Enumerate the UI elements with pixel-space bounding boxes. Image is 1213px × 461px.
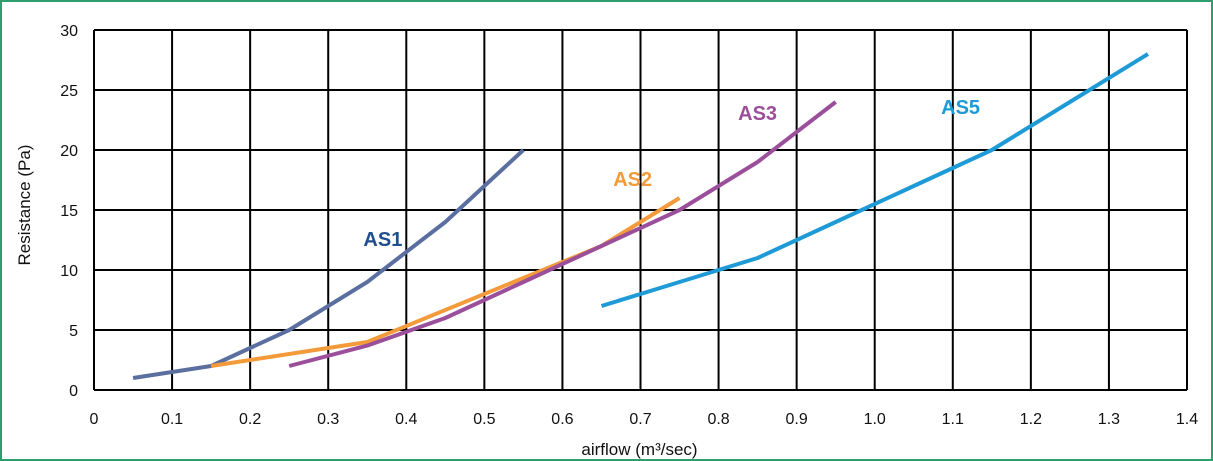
x-tick-label: 0.5 bbox=[473, 411, 495, 428]
x-tick-label: 0.4 bbox=[395, 411, 417, 428]
series-line-as3 bbox=[288, 100, 837, 368]
x-tick-label: 0.6 bbox=[551, 411, 573, 428]
series-line-as1 bbox=[132, 148, 525, 380]
x-tick-label: 1.0 bbox=[864, 411, 886, 428]
x-axis-title: airflow (m³/sec) bbox=[581, 440, 697, 459]
y-tick-label: 30 bbox=[60, 23, 78, 40]
x-tick-label: 0.2 bbox=[239, 411, 261, 428]
grid bbox=[93, 29, 1188, 391]
x-tick-label: 0.1 bbox=[161, 411, 183, 428]
x-tick-label: 1.3 bbox=[1098, 411, 1120, 428]
y-tick-label: 5 bbox=[69, 323, 78, 340]
x-tick-label: 1.4 bbox=[1176, 411, 1198, 428]
y-tick-label: 0 bbox=[69, 383, 78, 400]
series-lines bbox=[132, 52, 1150, 380]
x-tick-label: 0 bbox=[90, 411, 99, 428]
series-line-as5 bbox=[600, 52, 1150, 308]
y-axis-title: Resistance (Pa) bbox=[15, 145, 34, 266]
x-tick-label: 0.8 bbox=[707, 411, 729, 428]
y-tick-label: 10 bbox=[60, 263, 78, 280]
x-axis-ticks: 0 0.1 0.2 0.3 0.4 0.5 0.6 0.7 0.8 0.9 1.0 1.1 1.2 1.3… bbox=[90, 411, 1199, 428]
y-tick-label: 15 bbox=[60, 203, 78, 220]
x-tick-label: 1.1 bbox=[942, 411, 964, 428]
x-tick-label: 0.7 bbox=[629, 411, 651, 428]
x-tick-label: 0.3 bbox=[317, 411, 339, 428]
x-tick-label: 0.9 bbox=[786, 411, 808, 428]
series-label-as5: AS5 bbox=[941, 97, 980, 119]
series-line-as2 bbox=[210, 196, 681, 368]
series-labels: AS1 AS2 AS3 AS5 bbox=[363, 97, 980, 251]
x-tick-label: 1.2 bbox=[1020, 411, 1042, 428]
y-tick-label: 20 bbox=[60, 143, 78, 160]
series-label-as1: AS1 bbox=[363, 229, 402, 251]
series-label-as2: AS2 bbox=[613, 169, 652, 191]
series-label-as3: AS3 bbox=[738, 103, 777, 125]
y-tick-label: 25 bbox=[60, 83, 78, 100]
y-axis-ticks: 0 5 10 15 20 25 30 bbox=[60, 23, 78, 400]
